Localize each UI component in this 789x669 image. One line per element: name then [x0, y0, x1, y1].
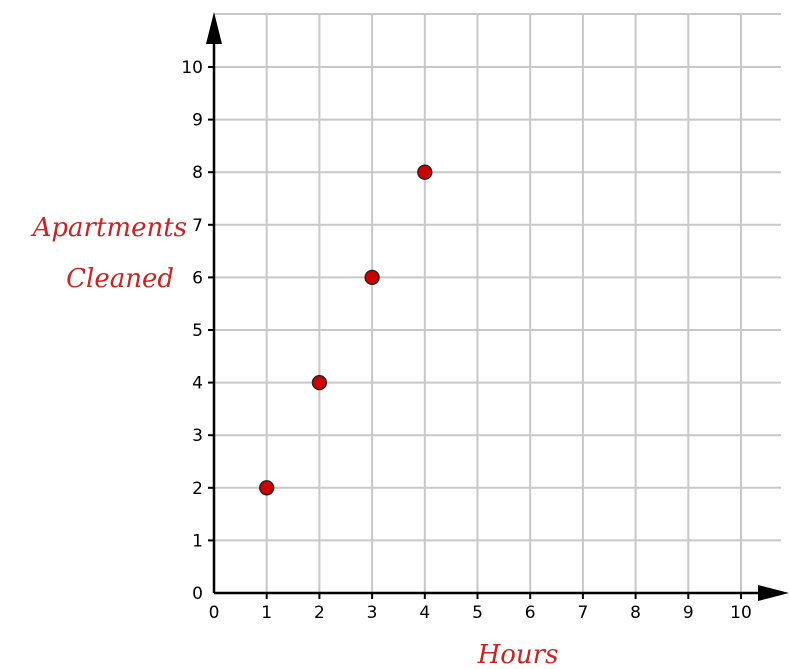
- data-point: [311, 374, 328, 391]
- x-tick-label: 9: [683, 603, 694, 623]
- y-axis-label-line-1: Apartments: [31, 213, 187, 243]
- y-axis-arrow: [206, 12, 222, 44]
- x-tick-label: 0: [209, 603, 220, 623]
- data-points: [259, 164, 433, 496]
- axes: [206, 12, 789, 601]
- y-tick-label: 5: [192, 321, 203, 341]
- data-point: [259, 480, 275, 496]
- x-axis-arrow: [758, 585, 789, 601]
- y-tick-label: 2: [192, 479, 203, 499]
- y-tick-label: 1: [192, 531, 203, 551]
- y-tick-label: 8: [192, 163, 203, 183]
- grid: [214, 13, 781, 593]
- x-tick-label: 4: [419, 603, 430, 623]
- x-tick-label: 5: [472, 603, 483, 623]
- y-tick-labels: 0 1 2 3 4 5 6 7 8 9 10: [181, 58, 203, 604]
- x-tick-label: 3: [367, 603, 378, 623]
- y-tick-label: 10: [181, 58, 203, 78]
- y-tick-label: 4: [192, 374, 203, 394]
- y-tick-label: 0: [192, 584, 203, 604]
- data-point: [364, 269, 380, 286]
- x-tick-label: 7: [577, 603, 588, 623]
- x-tick-label: 8: [630, 603, 641, 623]
- x-tick-label: 10: [730, 603, 752, 623]
- y-axis-label-line-2: Cleaned: [66, 264, 174, 294]
- x-tick-label: 2: [314, 603, 325, 623]
- y-tick-label: 7: [192, 216, 203, 236]
- data-point: [417, 164, 433, 180]
- x-axis-label: Hours: [477, 640, 559, 669]
- y-tick-label: 3: [192, 426, 203, 446]
- x-tick-labels: 0 1 2 3 4 5 6 7 8 9 10: [209, 603, 752, 623]
- x-tick-label: 1: [261, 603, 272, 623]
- y-tick-label: 6: [192, 268, 203, 288]
- y-tick-label: 9: [192, 111, 203, 131]
- x-tick-label: 6: [525, 603, 536, 623]
